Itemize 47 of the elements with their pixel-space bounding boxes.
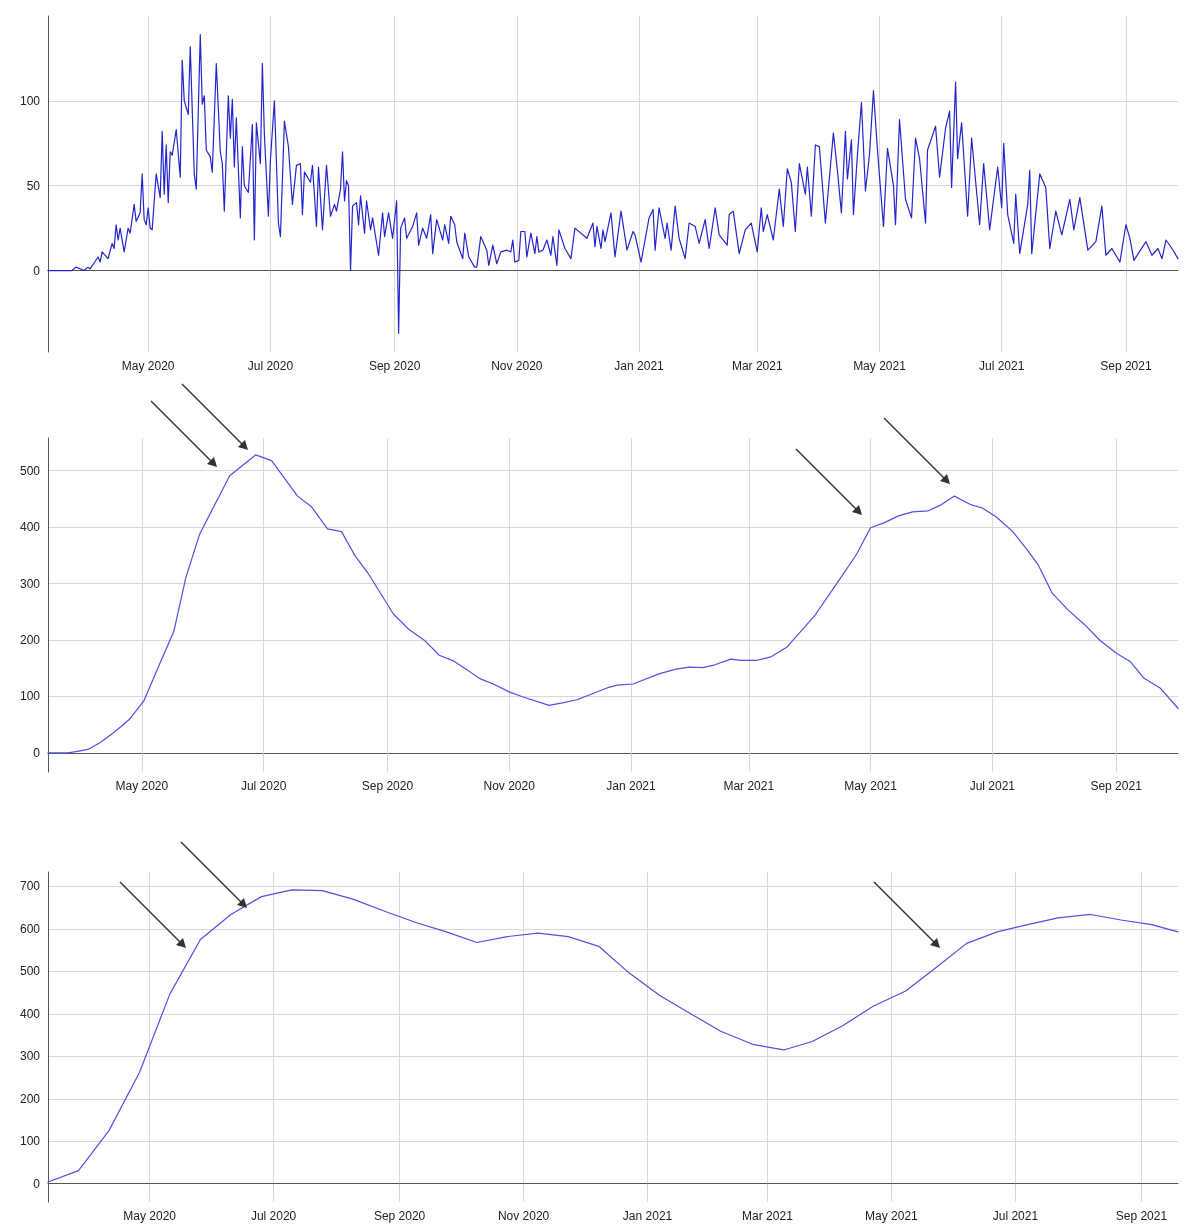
- y-tick-label: 50: [26, 178, 41, 193]
- x-tick-label: Nov 2020: [497, 1209, 550, 1223]
- y-tick-label: 700: [19, 879, 41, 894]
- x-tick-label: Sep 2020: [373, 1209, 426, 1223]
- x-tick-label: May 2020: [115, 779, 169, 793]
- line-series: [47, 454, 1179, 754]
- y-tick-label: 0: [33, 263, 41, 278]
- y-tick-label: 100: [19, 93, 41, 108]
- y-tick-label: 100: [19, 689, 41, 704]
- x-tick-label: Sep 2021: [1115, 1209, 1168, 1223]
- x-tick-label: Nov 2020: [483, 779, 536, 793]
- x-tick-label: Jul 2021: [979, 359, 1025, 373]
- y-tick-label: 500: [19, 964, 41, 979]
- x-tick-label: Jan 2021: [606, 779, 656, 793]
- x-tick-label: May 2021: [844, 779, 898, 793]
- y-tick-label: 200: [19, 632, 41, 647]
- line-series: [47, 34, 1179, 334]
- x-tick-label: Sep 2021: [1100, 359, 1152, 373]
- line-series: [47, 889, 1179, 1183]
- x-tick-label: Sep 2021: [1090, 779, 1143, 793]
- x-tick-label: May 2020: [123, 1209, 177, 1223]
- y-tick-label: 0: [33, 1176, 41, 1191]
- y-tick-label: 300: [19, 576, 41, 591]
- y-tick-label: 100: [19, 1134, 41, 1149]
- x-tick-label: May 2021: [853, 359, 907, 373]
- y-tick-label: 400: [19, 1006, 41, 1021]
- x-tick-label: Jan 2021: [614, 359, 665, 373]
- x-tick-label: Jul 2020: [247, 359, 294, 373]
- x-tick-label: May 2021: [865, 1209, 919, 1223]
- y-tick-label: 200: [19, 1091, 41, 1106]
- y-tick-label: 600: [19, 921, 41, 936]
- x-tick-label: May 2020: [121, 359, 175, 373]
- x-tick-label: Jan 2021: [622, 1209, 673, 1223]
- x-tick-label: Nov 2020: [491, 359, 543, 373]
- x-tick-label: Jul 2021: [969, 779, 1016, 793]
- x-tick-label: Jul 2020: [250, 1209, 297, 1223]
- x-tick-label: Sep 2020: [368, 359, 421, 373]
- x-tick-label: Mar 2021: [723, 779, 775, 793]
- x-tick-label: Jul 2021: [992, 1209, 1039, 1223]
- x-tick-label: Jul 2020: [240, 779, 287, 793]
- y-tick-label: 0: [33, 745, 41, 760]
- y-tick-label: 300: [19, 1049, 41, 1064]
- x-tick-label: Mar 2021: [731, 359, 783, 373]
- x-tick-label: Mar 2021: [742, 1209, 794, 1223]
- y-tick-label: 500: [19, 463, 41, 478]
- y-tick-label: 400: [19, 520, 41, 535]
- x-tick-label: Sep 2020: [361, 779, 414, 793]
